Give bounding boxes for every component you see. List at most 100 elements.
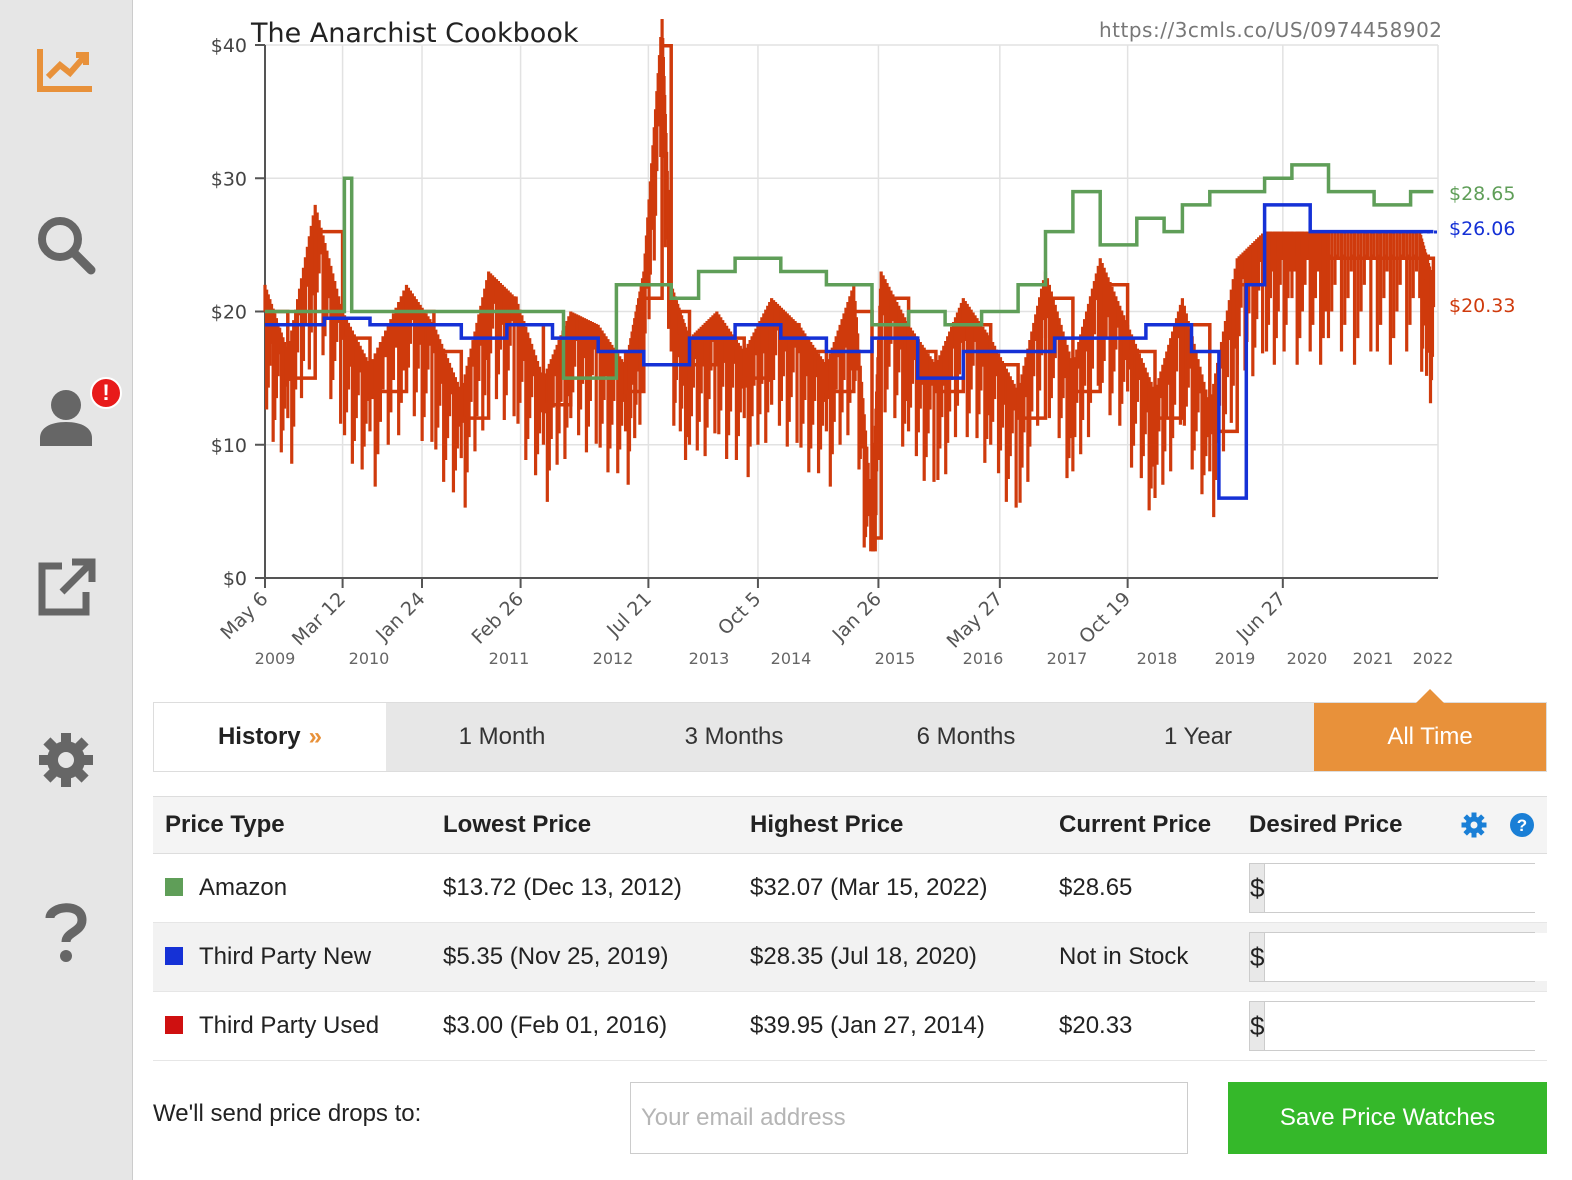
chart-url[interactable]: https://3cmls.co/US/0974458902 bbox=[1099, 18, 1443, 42]
price-history-chart: $0 $10 $20 $30 $40 May 6 Mar 12 Jan 24 Feb 26 Jul… bbox=[133, 0, 1572, 700]
x-tick-label: Feb 26 bbox=[467, 588, 528, 649]
x-year-label: 2017 bbox=[1047, 649, 1088, 668]
x-tick-label: Jun 27 bbox=[1232, 588, 1291, 647]
current-price-cell: Not in Stock bbox=[1047, 922, 1237, 992]
search-button[interactable] bbox=[26, 205, 106, 285]
sidebar: ! bbox=[0, 0, 132, 1180]
x-year-label: 2010 bbox=[349, 649, 390, 668]
header-price-type: Price Type bbox=[153, 796, 431, 854]
x-year-label: 2020 bbox=[1287, 649, 1328, 668]
price-type-cell: Third Party New bbox=[153, 922, 431, 992]
third-party-used-swatch bbox=[165, 1016, 183, 1034]
amazon-swatch bbox=[165, 878, 183, 896]
y-tick-label: $0 bbox=[223, 568, 247, 590]
desired-price-label: Desired Price bbox=[1249, 811, 1403, 838]
help-icon bbox=[45, 903, 87, 962]
x-year-label: 2012 bbox=[593, 649, 634, 668]
price-type-cell: Third Party Used bbox=[153, 991, 431, 1061]
table-header-row: Price Type Lowest Price Highest Price Cu… bbox=[153, 796, 1547, 854]
series-line-amazon bbox=[265, 163, 1434, 380]
desired-price-input-group: $ bbox=[1249, 863, 1572, 913]
alert-badge: ! bbox=[90, 377, 122, 409]
price-type-label: Third Party New bbox=[199, 943, 372, 970]
x-tick-label: Jul 21 bbox=[602, 588, 656, 642]
range-tabs: History » 1 Month 3 Months 6 Months 1 Ye… bbox=[153, 689, 1547, 772]
highest-price-cell: $39.95 (Jan 27, 2014) bbox=[738, 991, 1047, 1061]
desired-price-cell: $ bbox=[1237, 991, 1572, 1061]
y-tick-label: $10 bbox=[211, 435, 247, 457]
tab-3-months[interactable]: 3 Months bbox=[684, 723, 784, 750]
x-tick-label: Jan 26 bbox=[828, 588, 886, 646]
current-price-label: $26.06 bbox=[1449, 218, 1515, 240]
table-row: Third Party New $5.35 (Nov 25, 2019) $28… bbox=[153, 922, 1572, 992]
gear-icon[interactable] bbox=[1461, 812, 1487, 838]
desired-price-input-group: $ bbox=[1249, 1001, 1572, 1051]
email-input[interactable] bbox=[630, 1082, 1188, 1154]
desired-price-used-input[interactable] bbox=[1265, 1002, 1572, 1050]
x-tick-label: May 6 bbox=[216, 588, 272, 644]
main-panel: $0 $10 $20 $30 $40 May 6 Mar 12 Jan 24 Feb 26 Jul… bbox=[132, 0, 1572, 1180]
x-year-label: 2021 bbox=[1353, 649, 1394, 668]
current-price-label: $20.33 bbox=[1449, 295, 1515, 317]
lowest-price-cell: $13.72 (Dec 13, 2012) bbox=[431, 853, 738, 923]
currency-addon: $ bbox=[1250, 864, 1266, 912]
x-tick-label: Oct 19 bbox=[1075, 588, 1135, 648]
table-row: Amazon $13.72 (Dec 13, 2012) $32.07 (Mar… bbox=[153, 853, 1572, 923]
price-type-label: Amazon bbox=[199, 874, 288, 901]
third-party-new-swatch bbox=[165, 947, 183, 965]
price-type-label: Third Party Used bbox=[199, 1012, 380, 1039]
tab-1-year[interactable]: 1 Year bbox=[1163, 723, 1233, 750]
highest-price-cell: $32.07 (Mar 15, 2022) bbox=[738, 853, 1047, 923]
x-year-label: 2009 bbox=[255, 649, 296, 668]
table-row: Third Party Used $3.00 (Feb 01, 2016) $3… bbox=[153, 991, 1572, 1061]
series-line-third-party-used bbox=[265, 43, 1436, 540]
gear-icon bbox=[39, 733, 93, 787]
x-year-label: 2014 bbox=[771, 649, 812, 668]
help-circle-icon[interactable]: ? bbox=[1509, 812, 1535, 838]
current-price-cell: $28.65 bbox=[1047, 853, 1237, 923]
desired-price-amazon-input[interactable] bbox=[1265, 864, 1572, 912]
open-external-button[interactable] bbox=[26, 548, 106, 628]
desired-price-new-input[interactable] bbox=[1265, 933, 1572, 981]
x-year-label: 2013 bbox=[689, 649, 730, 668]
x-year-label: 2019 bbox=[1215, 649, 1256, 668]
current-price-cell: $20.33 bbox=[1047, 991, 1237, 1061]
tab-1-month[interactable]: 1 Month bbox=[458, 723, 546, 750]
price-history-button[interactable] bbox=[26, 30, 106, 110]
lowest-price-cell: $5.35 (Nov 25, 2019) bbox=[431, 922, 738, 992]
help-button[interactable] bbox=[26, 892, 106, 972]
desired-price-cell: $ bbox=[1237, 922, 1572, 992]
x-year-label: 2016 bbox=[963, 649, 1004, 668]
currency-addon: $ bbox=[1250, 933, 1266, 981]
y-tick-label: $30 bbox=[211, 168, 247, 190]
x-year-label: 2022 bbox=[1413, 649, 1454, 668]
y-tick-label: $40 bbox=[211, 35, 247, 57]
user-icon bbox=[40, 390, 92, 446]
tab-history[interactable]: History » bbox=[154, 703, 386, 771]
chart-trend-icon bbox=[37, 49, 92, 92]
tab-6-months[interactable]: 6 Months bbox=[916, 723, 1016, 750]
highest-price-cell: $28.35 (Jul 18, 2020) bbox=[738, 922, 1047, 992]
account-button[interactable] bbox=[26, 378, 106, 458]
x-tick-label: Oct 5 bbox=[714, 588, 766, 640]
send-price-drops-label: We'll send price drops to: bbox=[153, 1100, 422, 1127]
desired-price-input-group: $ bbox=[1249, 932, 1572, 982]
chart-title: The Anarchist Cookbook bbox=[251, 18, 579, 49]
header-desired-price: Desired Price bbox=[1237, 796, 1547, 854]
history-label: History bbox=[217, 723, 301, 750]
x-tick-label: Mar 12 bbox=[288, 588, 350, 650]
x-tick-label: May 27 bbox=[943, 588, 1008, 653]
currency-addon: $ bbox=[1250, 1002, 1266, 1050]
double-chevron-right-icon: » bbox=[308, 723, 323, 750]
chart-svg: $0 $10 $20 $30 $40 May 6 Mar 12 Jan 24 Feb 26 Jul… bbox=[211, 19, 1515, 668]
lowest-price-cell: $3.00 (Feb 01, 2016) bbox=[431, 991, 738, 1061]
current-price-label: $28.65 bbox=[1449, 183, 1515, 205]
svg-text:?: ? bbox=[1517, 816, 1527, 835]
save-price-watches-button[interactable]: Save Price Watches bbox=[1228, 1082, 1547, 1154]
x-year-label: 2015 bbox=[875, 649, 916, 668]
search-icon bbox=[38, 217, 96, 275]
external-link-icon bbox=[38, 558, 96, 616]
tab-all-time[interactable]: All Time bbox=[1314, 689, 1546, 771]
series-line-third-party-new bbox=[265, 203, 1434, 500]
settings-button[interactable] bbox=[26, 720, 106, 800]
